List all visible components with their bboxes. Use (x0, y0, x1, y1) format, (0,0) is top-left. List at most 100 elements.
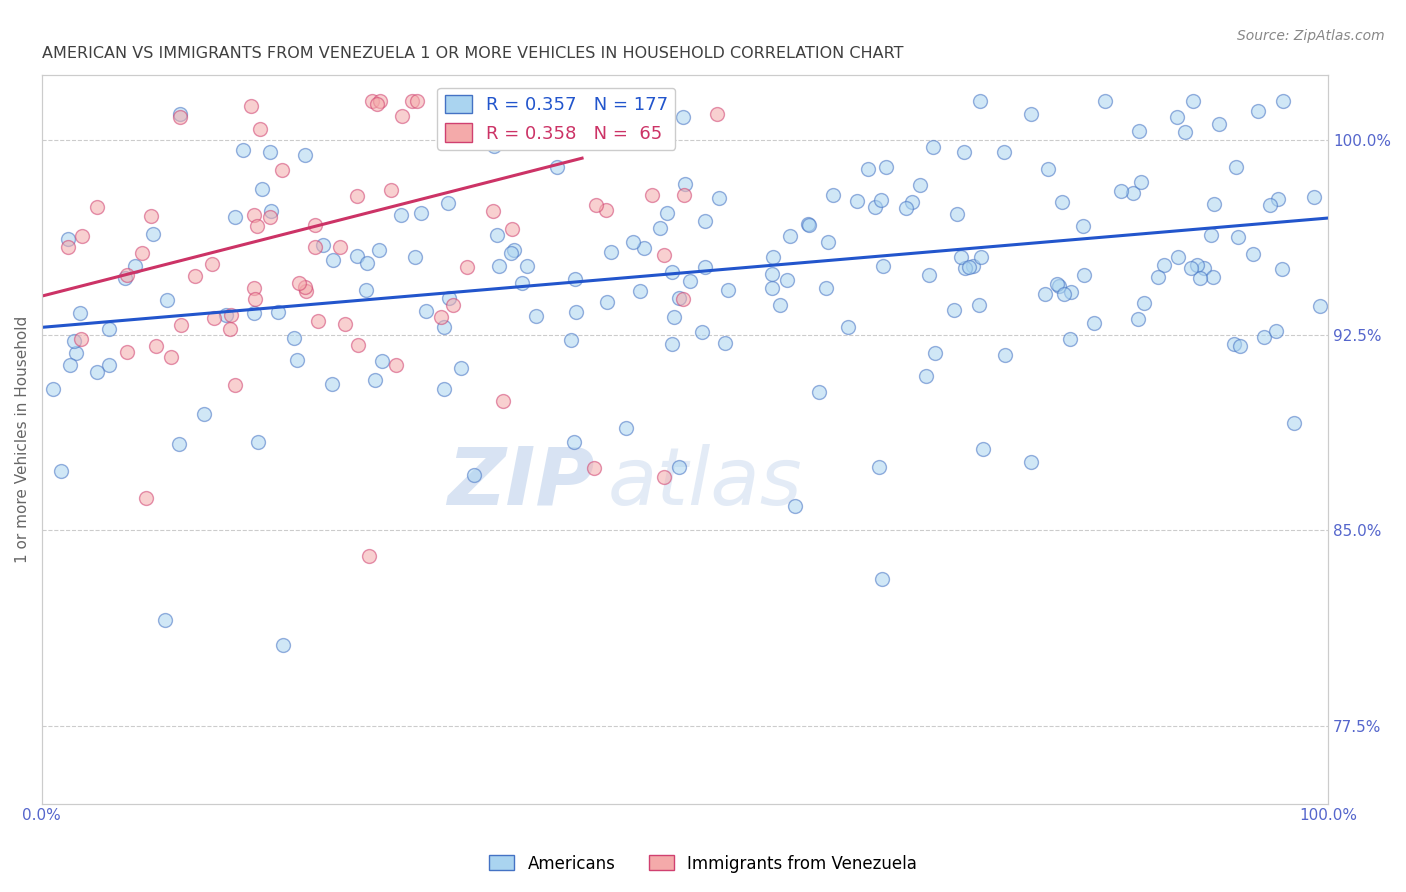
Point (243, 292, 266, 306)
Point (1265, 324, 1288, 338)
Point (640, 94, 662, 108)
Point (714, 335, 737, 350)
Point (488, 259, 510, 273)
Point (368, 94, 391, 108)
Point (391, 109, 413, 123)
Point (59, 358, 82, 372)
Point (404, 251, 426, 265)
Point (875, 160, 897, 174)
Point (673, 178, 696, 192)
Point (124, 259, 146, 273)
Point (1267, 192, 1289, 206)
Point (160, 350, 183, 364)
Point (969, 250, 991, 264)
Point (463, 468, 485, 483)
Point (246, 434, 269, 449)
Point (768, 298, 790, 312)
Point (695, 214, 717, 228)
Point (499, 246, 522, 260)
Point (1153, 258, 1175, 272)
Point (863, 201, 886, 215)
Point (582, 461, 605, 475)
Point (546, 161, 568, 175)
Point (482, 204, 505, 219)
Point (356, 283, 378, 297)
Point (1222, 337, 1244, 351)
Point (430, 310, 453, 324)
Point (492, 394, 515, 409)
Point (994, 348, 1017, 362)
Point (654, 248, 676, 262)
Point (357, 549, 380, 564)
Point (901, 194, 924, 209)
Point (1185, 258, 1208, 272)
Point (679, 274, 702, 288)
Point (271, 163, 294, 178)
Point (783, 500, 806, 514)
Legend: Americans, Immigrants from Venezuela: Americans, Immigrants from Venezuela (482, 848, 924, 880)
Point (1258, 198, 1281, 212)
Text: atlas: atlas (607, 444, 803, 522)
Point (294, 280, 316, 294)
Point (141, 209, 163, 223)
Point (401, 94, 423, 108)
Point (1073, 268, 1095, 283)
Point (633, 94, 655, 108)
Point (368, 243, 391, 257)
Point (524, 309, 547, 323)
Point (224, 377, 246, 392)
Point (668, 460, 690, 475)
Point (215, 308, 238, 322)
Point (807, 385, 830, 400)
Point (1094, 94, 1116, 108)
Point (695, 260, 717, 274)
Point (921, 139, 943, 153)
Point (717, 283, 740, 297)
Point (1225, 160, 1247, 174)
Point (1128, 123, 1150, 137)
Point (967, 298, 990, 312)
Point (167, 437, 190, 451)
Point (1147, 270, 1170, 285)
Point (501, 222, 523, 236)
Point (329, 240, 352, 254)
Point (1271, 261, 1294, 276)
Point (249, 122, 271, 136)
Point (380, 184, 402, 198)
Point (1033, 287, 1056, 301)
Point (219, 322, 242, 336)
Point (1188, 270, 1211, 285)
Point (69, 332, 91, 346)
Point (1050, 195, 1073, 210)
Point (628, 94, 651, 108)
Point (503, 244, 526, 258)
Point (346, 189, 368, 203)
Point (437, 291, 460, 305)
Point (366, 97, 388, 112)
Point (585, 198, 607, 212)
Point (797, 218, 820, 232)
Point (312, 238, 335, 252)
Point (142, 227, 165, 241)
Point (761, 280, 783, 294)
Point (409, 206, 432, 220)
Point (924, 345, 946, 359)
Point (672, 292, 695, 306)
Point (621, 235, 644, 250)
Point (1073, 219, 1095, 233)
Point (1129, 176, 1152, 190)
Point (846, 194, 869, 208)
Point (145, 339, 167, 353)
Point (1202, 196, 1225, 211)
Point (1046, 277, 1069, 291)
Point (953, 260, 976, 275)
Point (1182, 94, 1205, 108)
Point (70, 228, 93, 243)
Point (1309, 299, 1331, 313)
Point (957, 260, 980, 274)
Point (762, 250, 785, 264)
Point (58, 232, 80, 246)
Point (347, 338, 370, 352)
Point (389, 209, 412, 223)
Point (450, 361, 472, 376)
